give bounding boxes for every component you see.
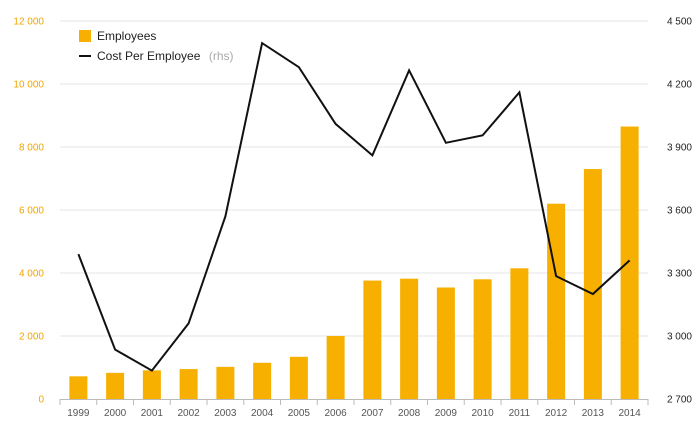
left-tick-label: 12 000 — [13, 17, 44, 28]
right-tick-label: 3 300 — [667, 269, 692, 280]
legend: Employees Cost Per Employee (rhs) — [79, 29, 234, 64]
right-tick-label: 3 000 — [667, 332, 692, 343]
bar-employees-1999 — [69, 376, 88, 399]
bar-employees-2006 — [326, 336, 345, 399]
bar-employees-2003 — [216, 366, 235, 399]
bar-series-employees — [69, 126, 639, 400]
bar-employees-2013 — [583, 169, 602, 399]
legend-label-cost-text: Cost Per Employee — [97, 49, 201, 63]
x-tick-label: 2005 — [288, 408, 311, 419]
x-tick-label: 2014 — [619, 408, 642, 419]
bar-employees-2007 — [363, 280, 382, 399]
x-tick-label: 2007 — [361, 408, 384, 419]
x-tick-label: 2003 — [214, 408, 237, 419]
bar-employees-2004 — [253, 362, 272, 399]
right-tick-label: 3 600 — [667, 206, 692, 217]
right-axis-ticks: 2 700 3 000 3 300 3 600 3 900 4 200 4 500 — [667, 17, 692, 406]
x-tick-label: 2010 — [472, 408, 495, 419]
line-cost-per-employee — [77, 41, 631, 372]
x-axis — [59, 399, 649, 405]
x-tick-label: 2009 — [435, 408, 458, 419]
left-tick-label: 6 000 — [19, 206, 44, 217]
x-tick-label: 2001 — [141, 408, 164, 419]
bar-employees-2002 — [179, 369, 198, 399]
bar-employees-2012 — [547, 203, 566, 399]
right-tick-label: 4 500 — [667, 17, 692, 28]
left-tick-label: 2 000 — [19, 332, 44, 343]
bar-employees-2000 — [106, 372, 125, 399]
bar-employees-2008 — [400, 278, 419, 399]
x-tick-label: 2013 — [582, 408, 605, 419]
left-tick-label: 8 000 — [19, 143, 44, 154]
left-tick-label: 4 000 — [19, 269, 44, 280]
x-tick-label: 2002 — [178, 408, 201, 419]
line-series-cost-per-employee — [77, 41, 631, 372]
right-tick-label: 2 700 — [667, 395, 692, 406]
left-tick-label: 10 000 — [13, 80, 44, 91]
x-tick-label: 2000 — [104, 408, 127, 419]
left-tick-label: 0 — [38, 395, 44, 406]
legend-label-employees: Employees — [97, 29, 156, 43]
x-tick-label: 2008 — [398, 408, 421, 419]
bar-employees-2011 — [510, 268, 529, 399]
bar-employees-2014 — [620, 126, 639, 400]
x-tick-label: 1999 — [67, 408, 90, 419]
right-tick-label: 4 200 — [667, 80, 692, 91]
left-axis-ticks: 0 2 000 4 000 6 000 8 000 10 000 12 000 — [13, 17, 44, 406]
bar-employees-2001 — [142, 370, 161, 399]
x-tick-label: 2006 — [325, 408, 348, 419]
legend-swatch-employees — [79, 30, 91, 42]
legend-label-rhs-suffix: (rhs) — [209, 49, 234, 63]
right-tick-label: 3 900 — [667, 143, 692, 154]
x-tick-label: 2012 — [545, 408, 568, 419]
bar-employees-2009 — [436, 287, 455, 399]
legend-label-cost-per-employee: Cost Per Employee (rhs) — [97, 47, 234, 64]
bar-employees-2010 — [473, 279, 492, 399]
x-tick-label: 2011 — [509, 408, 531, 419]
x-tick-label: 2004 — [251, 408, 274, 419]
bar-employees-2005 — [289, 356, 308, 399]
x-axis-ticks: 1999 2000 2001 2002 2003 2004 2005 2006 2007 2008… — [67, 408, 641, 419]
